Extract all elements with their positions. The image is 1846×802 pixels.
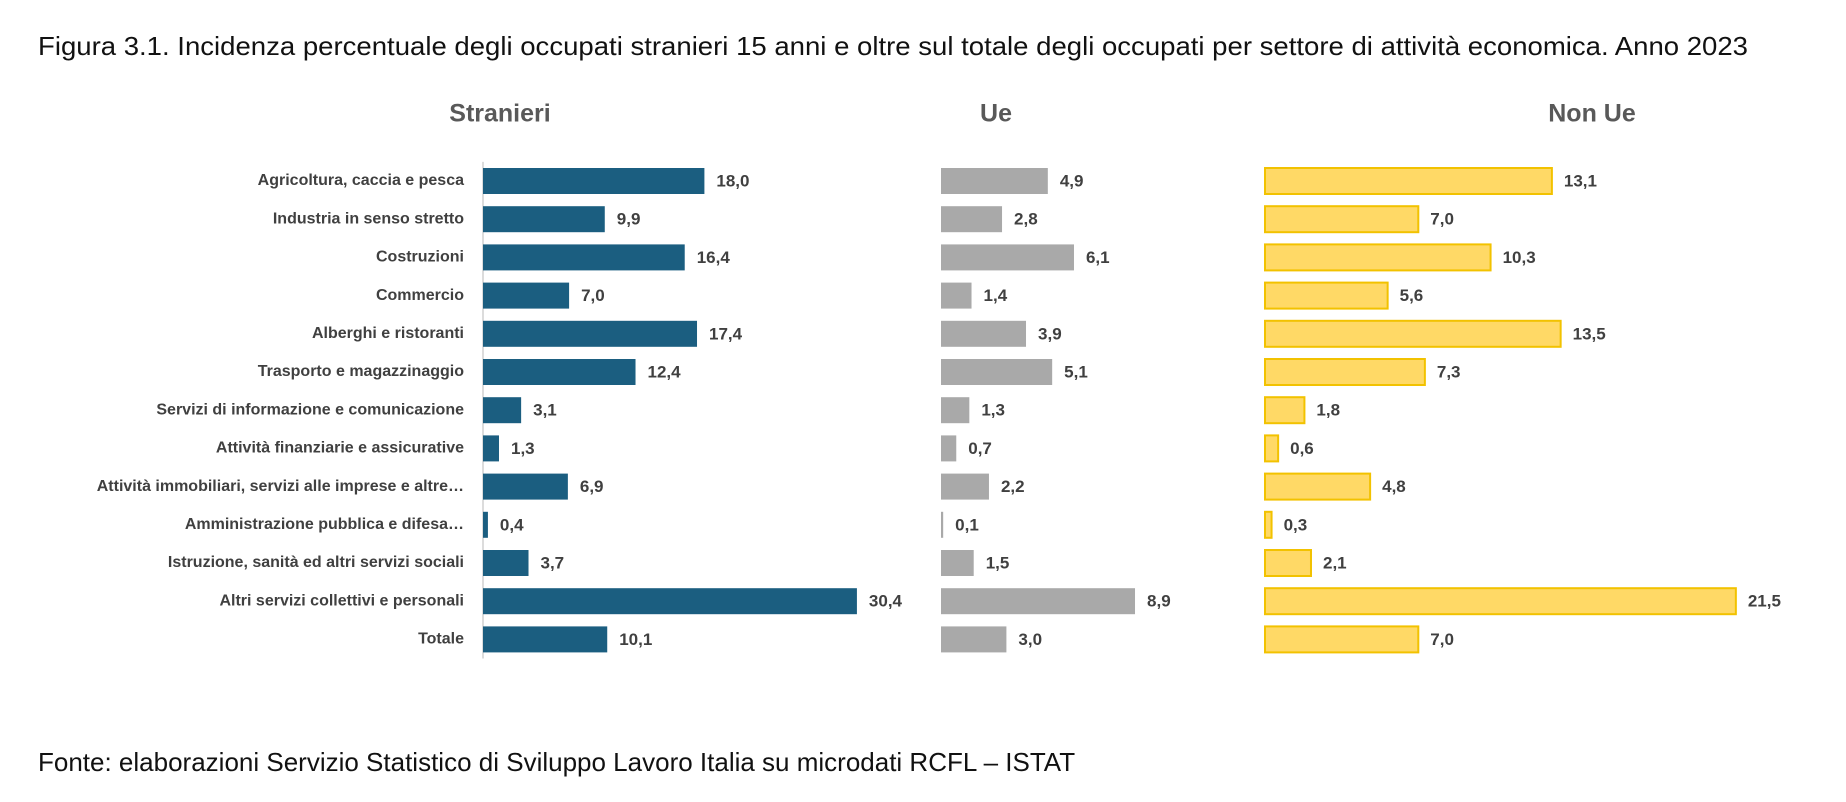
value-label: 13,5 bbox=[1573, 324, 1606, 343]
category-label: Attività immobiliari, servizi alle impre… bbox=[97, 478, 464, 495]
bar bbox=[1264, 358, 1426, 386]
chart-title: Figura 3.1. Incidenza percentuale degli … bbox=[38, 31, 1748, 61]
category-label: Alberghi e ristoranti bbox=[312, 325, 464, 342]
value-label: 18,0 bbox=[716, 171, 749, 190]
bar bbox=[941, 168, 1048, 194]
bar bbox=[1264, 510, 1273, 539]
value-label: 2,8 bbox=[1014, 210, 1038, 229]
category-label: Trasporto e magazzinaggio bbox=[258, 363, 464, 380]
value-label: 6,9 bbox=[580, 477, 604, 496]
bar bbox=[941, 626, 1007, 653]
bar bbox=[1264, 434, 1280, 463]
bar bbox=[1264, 281, 1389, 310]
bar bbox=[1264, 396, 1306, 425]
value-label: 0,7 bbox=[968, 439, 992, 458]
bar bbox=[1264, 205, 1420, 234]
value-label: 8,9 bbox=[1147, 592, 1171, 611]
value-label: 1,8 bbox=[1316, 401, 1340, 420]
category-label: Agricoltura, caccia e pesca bbox=[258, 172, 464, 189]
bar bbox=[483, 626, 608, 653]
bar bbox=[941, 435, 957, 462]
bar bbox=[1264, 472, 1372, 501]
value-label: 10,1 bbox=[619, 630, 652, 649]
value-label: 2,2 bbox=[1001, 477, 1025, 496]
bar bbox=[941, 550, 974, 576]
bar bbox=[483, 435, 499, 462]
bar bbox=[1264, 243, 1492, 272]
value-label: 21,5 bbox=[1748, 592, 1781, 611]
panel-title: Ue bbox=[980, 100, 1012, 128]
value-label: 1,5 bbox=[986, 553, 1010, 572]
bar bbox=[941, 588, 1136, 615]
value-label: 3,0 bbox=[1018, 630, 1042, 649]
bar bbox=[941, 206, 1003, 233]
value-label: 16,4 bbox=[697, 248, 731, 267]
value-label: 6,1 bbox=[1086, 248, 1110, 267]
bar bbox=[941, 320, 1027, 347]
bar bbox=[483, 168, 705, 194]
category-label: Industria in senso stretto bbox=[273, 210, 464, 227]
value-label: 7,0 bbox=[581, 286, 605, 305]
value-label: 5,1 bbox=[1064, 362, 1088, 381]
value-label: 13,1 bbox=[1564, 171, 1597, 190]
value-label: 12,4 bbox=[648, 362, 682, 381]
value-label: 7,3 bbox=[1437, 362, 1461, 381]
value-label: 4,8 bbox=[1382, 477, 1406, 496]
value-label: 1,3 bbox=[981, 401, 1005, 420]
bar bbox=[483, 473, 568, 500]
bar bbox=[483, 320, 698, 347]
category-label: Attività finanziarie e assicurative bbox=[216, 440, 464, 457]
bar bbox=[1264, 319, 1562, 348]
category-label: Altri servizi collettivi e personali bbox=[219, 592, 464, 609]
value-label: 17,4 bbox=[709, 324, 743, 343]
value-label: 0,6 bbox=[1290, 439, 1314, 458]
category-label: Totale bbox=[418, 631, 464, 648]
bar bbox=[1264, 587, 1737, 616]
bar bbox=[1264, 625, 1420, 654]
value-label: 0,4 bbox=[500, 515, 524, 534]
value-label: 30,4 bbox=[869, 592, 903, 611]
bar bbox=[483, 282, 570, 309]
value-label: 5,6 bbox=[1400, 286, 1424, 305]
value-label: 2,1 bbox=[1323, 553, 1347, 572]
value-label: 3,1 bbox=[533, 401, 557, 420]
value-label: 1,3 bbox=[511, 439, 535, 458]
value-label: 3,9 bbox=[1038, 324, 1062, 343]
category-label: Amministrazione pubblica e difesa… bbox=[185, 516, 464, 533]
bar bbox=[941, 473, 989, 500]
category-label: Commercio bbox=[376, 287, 464, 304]
bar bbox=[483, 206, 605, 233]
value-label: 3,7 bbox=[541, 553, 565, 572]
bar bbox=[941, 359, 1053, 385]
category-label: Servizi di informazione e comunicazione bbox=[156, 401, 464, 418]
bar bbox=[941, 282, 972, 309]
bar bbox=[483, 397, 522, 424]
bar bbox=[483, 244, 685, 271]
bar bbox=[1264, 549, 1312, 577]
category-label: Istruzione, sanità ed altri servizi soci… bbox=[168, 554, 464, 571]
value-label: 1,4 bbox=[984, 286, 1008, 305]
value-label: 9,9 bbox=[617, 210, 641, 229]
panel-title: Stranieri bbox=[449, 100, 550, 128]
source-note: Fonte: elaborazioni Servizio Statistico … bbox=[38, 747, 1075, 777]
category-label: Costruzioni bbox=[376, 249, 464, 266]
value-label: 7,0 bbox=[1430, 630, 1454, 649]
value-label: 0,3 bbox=[1284, 515, 1308, 534]
bar bbox=[483, 511, 488, 538]
value-label: 10,3 bbox=[1503, 248, 1536, 267]
value-label: 0,1 bbox=[955, 515, 979, 534]
bar bbox=[941, 244, 1074, 271]
value-label: 4,9 bbox=[1060, 171, 1084, 190]
bar bbox=[941, 397, 970, 424]
value-label: 7,0 bbox=[1430, 210, 1454, 229]
bar bbox=[1264, 167, 1553, 195]
bar bbox=[483, 588, 857, 615]
bar bbox=[941, 511, 944, 538]
bar bbox=[483, 359, 636, 385]
panel-title: Non Ue bbox=[1548, 100, 1636, 128]
bar bbox=[483, 550, 529, 576]
